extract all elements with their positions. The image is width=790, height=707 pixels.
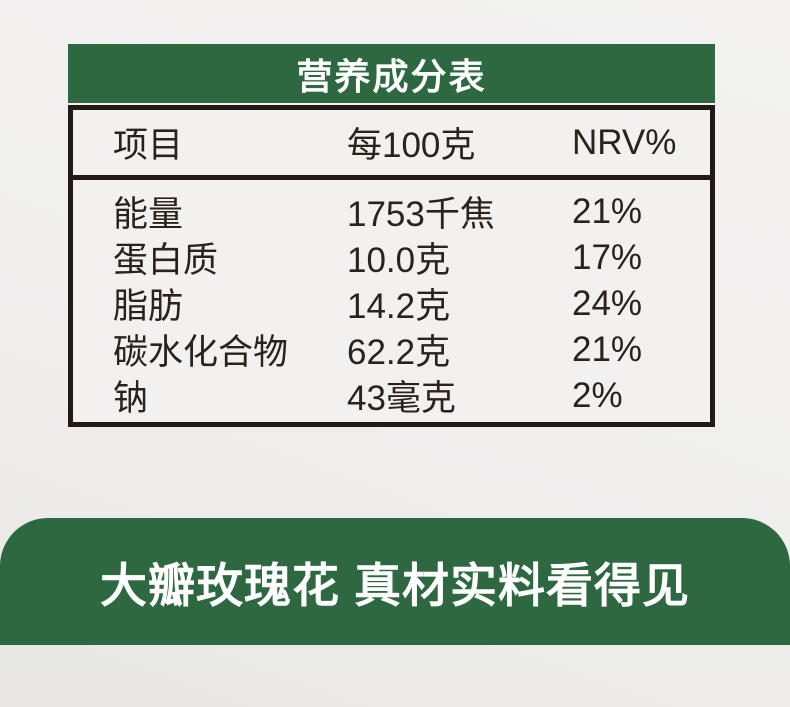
table-row-protein: 蛋白质 10.0克 17% <box>73 232 710 281</box>
row-item-label: 碳水化合物 <box>113 333 289 372</box>
row-amount-value: 43毫克 <box>347 379 456 418</box>
table-row-fat: 脂肪 14.2克 24% <box>73 278 710 327</box>
nutrition-table-header-row: 项目 每100克 NRV% <box>73 110 710 180</box>
column-header-nrv: NRV% <box>572 122 677 162</box>
column-header-item: 项目 <box>113 126 184 165</box>
row-nrv-value: 21% <box>572 329 643 369</box>
row-amount-value: 62.2克 <box>347 333 451 372</box>
row-amount-value: 1753千焦 <box>347 195 495 234</box>
row-item-label: 能量 <box>113 195 184 234</box>
nutrition-title-bar: 营养成分表 <box>68 44 715 103</box>
nutrition-title: 营养成分表 <box>296 55 487 97</box>
row-item-label: 钠 <box>113 379 149 418</box>
nutrition-table: 项目 每100克 NRV% 能量 1753千焦 21% 蛋白质 10.0克 17… <box>68 105 715 427</box>
slogan-text: 大瓣玫瑰花 真材实料看得见 <box>99 559 691 612</box>
slogan-banner: 大瓣玫瑰花 真材实料看得见 <box>0 518 790 645</box>
row-nrv-value: 24% <box>572 283 643 323</box>
row-amount-value: 10.0克 <box>347 241 451 280</box>
table-row-energy: 能量 1753千焦 21% <box>73 186 710 235</box>
row-item-label: 脂肪 <box>113 287 184 326</box>
row-amount-value: 14.2克 <box>347 287 451 326</box>
row-nrv-value: 21% <box>572 191 643 231</box>
nutrition-table-body: 能量 1753千焦 21% 蛋白质 10.0克 17% 脂肪 14.2克 24%… <box>73 180 710 419</box>
table-row-carbohydrate: 碳水化合物 62.2克 21% <box>73 324 710 373</box>
column-header-per100g: 每100克 <box>347 126 476 165</box>
nutrition-facts-card: 营养成分表 项目 每100克 NRV% 能量 1753千焦 21% 蛋白质 10… <box>68 44 715 427</box>
row-nrv-value: 2% <box>572 375 623 415</box>
row-item-label: 蛋白质 <box>113 241 219 280</box>
table-row-sodium: 钠 43毫克 2% <box>73 370 710 419</box>
row-nrv-value: 17% <box>572 237 643 277</box>
